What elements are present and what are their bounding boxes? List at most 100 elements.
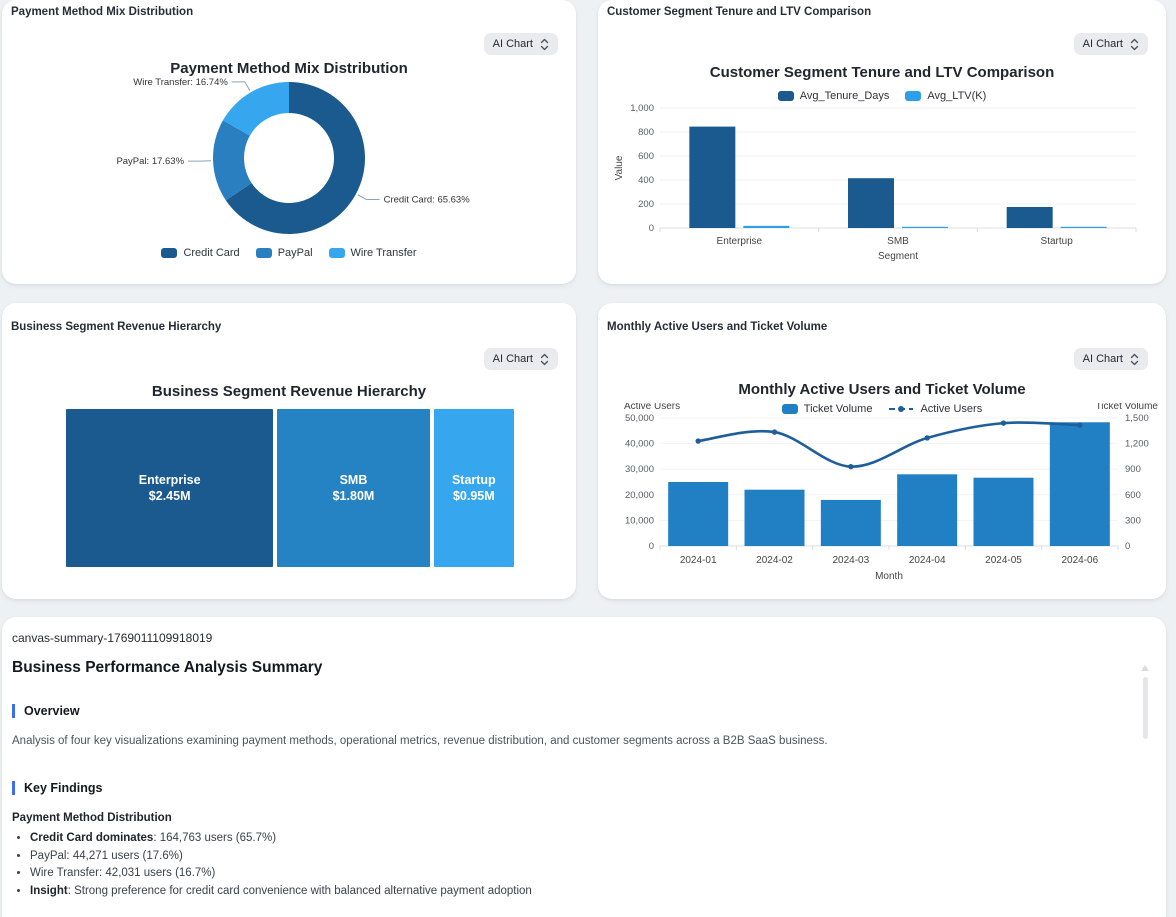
legend-item: Ticket Volume: [781, 403, 873, 415]
treemap-block-smb[interactable]: SMB $1.80M: [277, 409, 430, 567]
section-heading-key-findings: Key Findings: [12, 781, 1156, 795]
treemap-chart: Enterprise $2.45M SMB $1.80M Startup $0.95M: [66, 409, 514, 567]
overview-paragraph: Analysis of four key visualizations exam…: [12, 735, 828, 747]
y-tick-label: 1,000: [630, 103, 654, 114]
y-tick-label: 800: [638, 127, 654, 138]
right-tick-label: 600: [1125, 490, 1141, 501]
bar-ticket-volume-2024-04[interactable]: [897, 474, 958, 546]
combo-chart-legend: Ticket Volume Active Users: [598, 403, 1166, 415]
ai-chart-dropdown[interactable]: AI Chart: [1073, 33, 1148, 55]
donut-slice-credit-card[interactable]: [225, 82, 366, 234]
bar-Avg_Tenure_Days-Enterprise[interactable]: [689, 126, 736, 228]
card-title: Payment Method Mix Distribution: [11, 6, 194, 18]
left-tick-label: 40,000: [625, 439, 654, 450]
bar-Avg_Tenure_Days-SMB[interactable]: [848, 178, 894, 228]
canvas-summary-id: canvas-summary-1769011109918019: [12, 631, 213, 645]
legend-swatch-icon: [255, 248, 272, 258]
ai-chart-dropdown[interactable]: AI Chart: [483, 348, 558, 370]
summary-scrollbar: [1141, 665, 1150, 739]
canvas-summary-card: canvas-summary-1769011109918019 Business…: [2, 617, 1166, 917]
bar-ticket-volume-2024-06[interactable]: [1049, 422, 1110, 546]
bar-Avg_Tenure_Days-Startup[interactable]: [1006, 207, 1053, 228]
left-tick-label: 20,000: [625, 490, 654, 501]
legend-item: PayPal: [255, 247, 313, 259]
right-tick-label: 300: [1125, 515, 1141, 526]
line-marker-swatch-icon: [889, 406, 914, 412]
ai-chart-label: AI Chart: [1082, 353, 1123, 365]
legend-item: Avg_Tenure_Days: [777, 90, 890, 102]
combo-chart: 0 0 10,000 300 20,000 600 30,000 900 40,000 1,200…: [624, 403, 1159, 582]
bar-chart-legend: Avg_Tenure_Days Avg_LTV(K): [598, 90, 1166, 102]
line-point[interactable]: [771, 429, 778, 435]
y-tick-label: 200: [638, 199, 654, 210]
right-tick-label: 1,200: [1125, 439, 1149, 450]
x-tick-label: Enterprise: [717, 236, 763, 247]
ai-chart-label: AI Chart: [492, 38, 533, 50]
right-axis-title: Ticket Volume: [1096, 403, 1159, 412]
legend-label: Credit Card: [183, 247, 240, 259]
left-axis-title: Active Users: [624, 403, 680, 412]
chart-title: Payment Method Mix Distribution: [170, 60, 408, 77]
slice-label: Credit Card: 65.63%: [384, 194, 471, 205]
legend-item: Credit Card: [161, 247, 240, 259]
summary-title: Business Performance Analysis Summary: [12, 659, 323, 676]
line-point[interactable]: [1077, 422, 1083, 428]
x-tick-label: 2024-02: [756, 555, 793, 566]
legend-swatch-icon: [161, 248, 178, 258]
donut-slice-paypal[interactable]: [213, 120, 252, 201]
treemap-block-enterprise[interactable]: Enterprise $2.45M: [66, 409, 274, 567]
treemap-label: SMB: [339, 473, 368, 487]
y-tick-label: 600: [638, 151, 654, 162]
legend-label: Ticket Volume: [803, 403, 873, 415]
card-revenue-hierarchy: Business Segment Revenue Hierarchy AI Ch…: [2, 303, 576, 599]
right-tick-label: 900: [1125, 464, 1141, 475]
x-tick-label: 2024-06: [1061, 555, 1098, 566]
y-tick-label: 400: [638, 175, 654, 186]
donut-slice-wire-transfer[interactable]: [223, 82, 289, 136]
key-finding-bullet: Credit Card dominates: 164,763 users (65…: [30, 830, 1156, 848]
updown-chevrons-icon: [1130, 38, 1139, 50]
grouped-bar-chart: 0 200 400 600 800 1,000 Value Enterprise SMB Star…: [614, 103, 1137, 262]
card-title: Monthly Active Users and Ticket Volume: [607, 321, 828, 333]
ai-chart-dropdown[interactable]: AI Chart: [483, 33, 558, 55]
x-tick-label: 2024-01: [680, 555, 717, 566]
y-tick-label: 0: [649, 223, 654, 234]
bar-Avg_LTV(K)-Enterprise[interactable]: [743, 225, 790, 228]
legend-item: Avg_LTV(K): [905, 90, 986, 102]
x-axis-title: Segment: [878, 251, 918, 262]
line-point[interactable]: [924, 435, 930, 441]
line-point[interactable]: [1000, 420, 1007, 426]
scrollbar-up-arrow-icon[interactable]: [1141, 665, 1149, 671]
donut-chart: Credit Card: 65.63% PayPal: 17.63% Wire Tr…: [116, 77, 471, 234]
treemap-value: $1.80M: [332, 489, 375, 503]
bar-ticket-volume-2024-01[interactable]: [668, 482, 729, 546]
chart-title: Monthly Active Users and Ticket Volume: [738, 381, 1026, 398]
legend-item: Wire Transfer: [328, 247, 417, 259]
bar-Avg_LTV(K)-Startup[interactable]: [1060, 226, 1107, 228]
chart-title: Business Segment Revenue Hierarchy: [151, 383, 427, 400]
ai-chart-dropdown[interactable]: AI Chart: [1073, 348, 1148, 370]
legend-item: Active Users: [888, 403, 982, 415]
treemap-block-startup[interactable]: Startup $0.95M: [433, 409, 514, 567]
bar-ticket-volume-2024-02[interactable]: [744, 489, 805, 546]
treemap-label: Startup: [451, 473, 496, 487]
bar-ticket-volume-2024-05[interactable]: [973, 477, 1034, 546]
legend-label: Avg_LTV(K): [927, 90, 987, 102]
bar-Avg_LTV(K)-SMB[interactable]: [902, 226, 948, 228]
slice-label: PayPal: 17.63%: [116, 156, 184, 167]
legend-label: Wire Transfer: [350, 247, 417, 259]
scrollbar-thumb[interactable]: [1143, 677, 1148, 739]
key-finding-bullet: Wire Transfer: 42,031 users (16.7%): [30, 865, 1156, 883]
key-finding-bullet: Insight: Strong preference for credit ca…: [30, 883, 1156, 901]
legend-label: Active Users: [920, 403, 983, 415]
key-findings-bullet-list: Credit Card dominates: 164,763 users (65…: [12, 830, 1156, 900]
ai-chart-label: AI Chart: [1082, 38, 1123, 50]
x-tick-label: Startup: [1041, 236, 1074, 247]
bar-ticket-volume-2024-03[interactable]: [820, 499, 881, 546]
slice-label: Wire Transfer: 16.74%: [133, 77, 228, 88]
line-point[interactable]: [695, 438, 701, 444]
treemap-value: $0.95M: [452, 489, 495, 503]
left-tick-label: 0: [649, 541, 654, 552]
legend-label: Avg_Tenure_Days: [799, 90, 890, 102]
line-point[interactable]: [848, 463, 854, 470]
